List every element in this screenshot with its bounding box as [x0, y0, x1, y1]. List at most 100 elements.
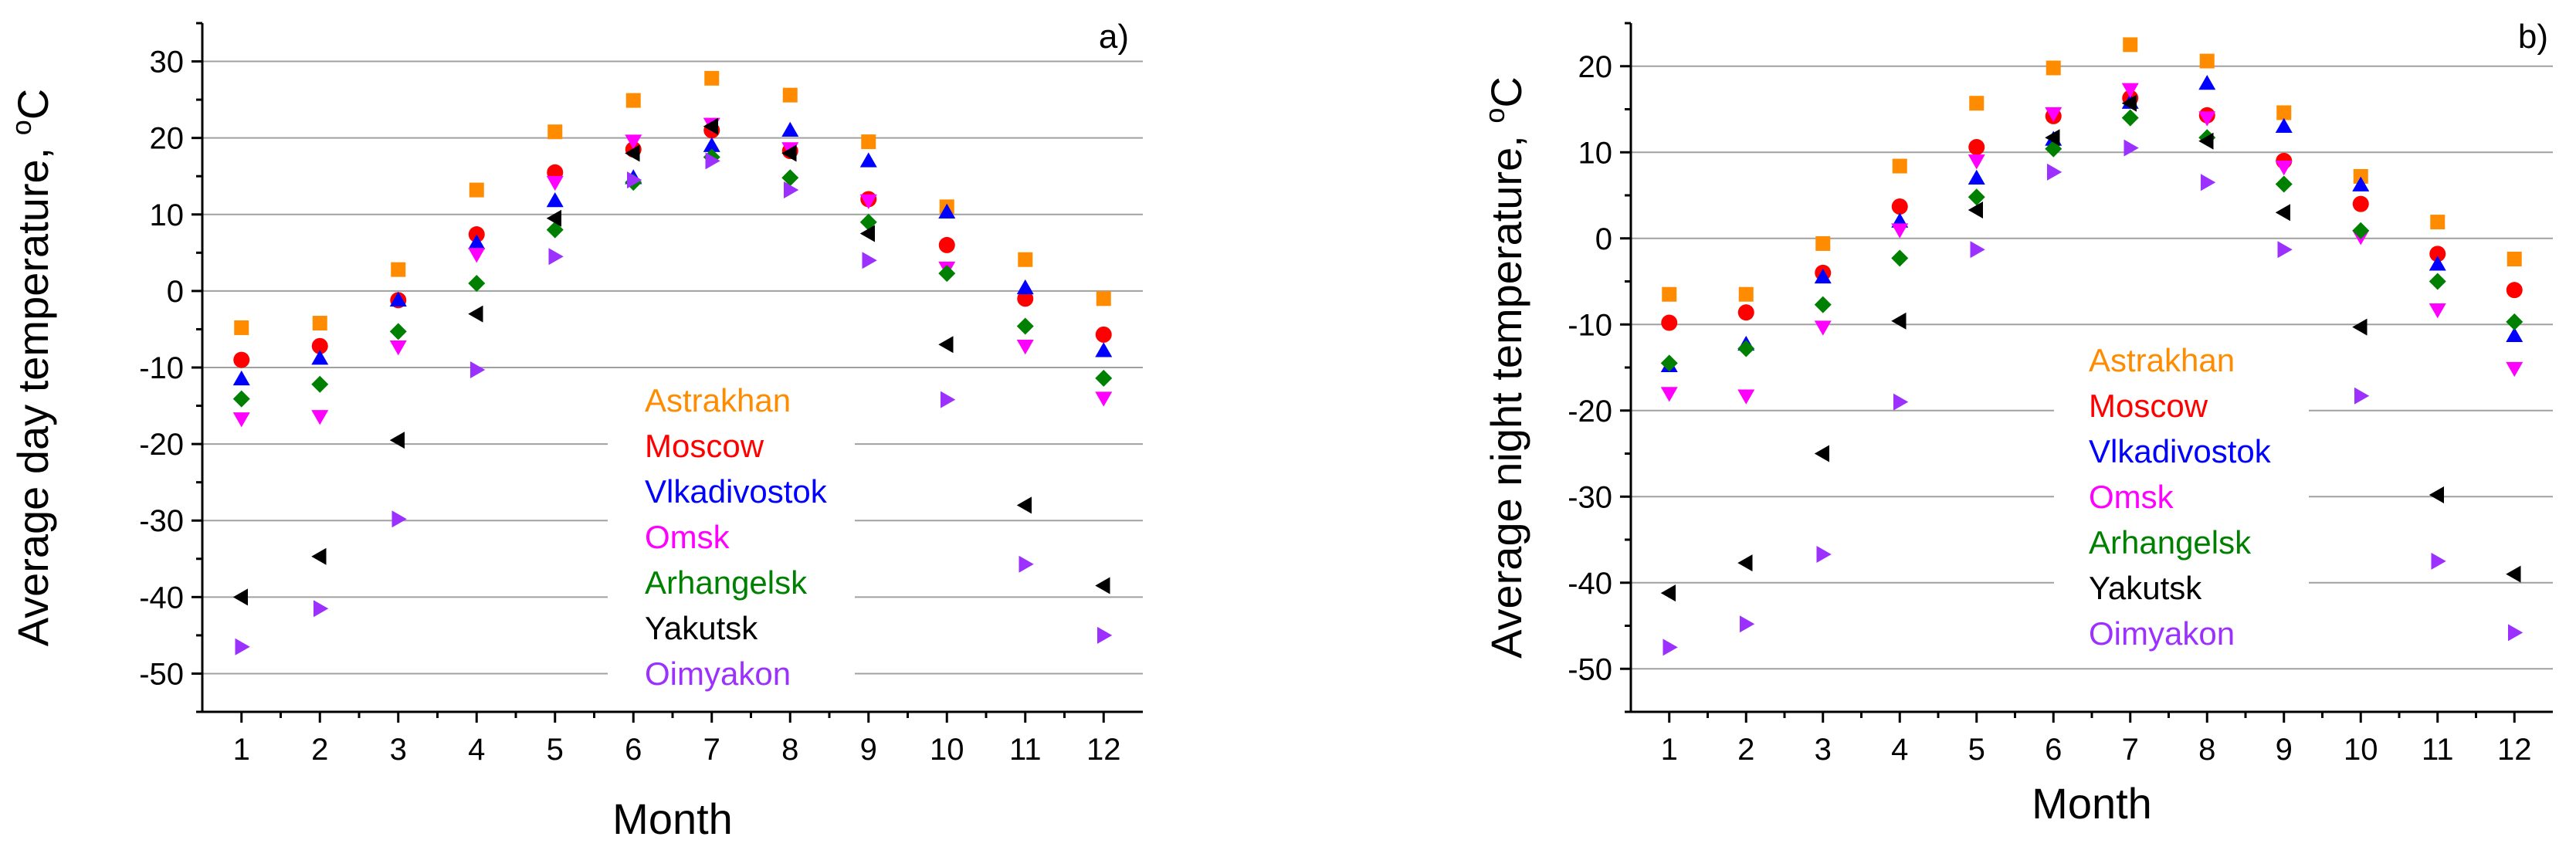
data-point: [1661, 314, 1678, 331]
data-point: [2198, 132, 2214, 150]
gridlines: [202, 60, 1143, 675]
data-point: [548, 248, 564, 266]
data-point: [2508, 624, 2523, 642]
data-point: [389, 432, 405, 449]
data-point: [468, 234, 486, 249]
legend-background: [608, 380, 855, 675]
x-tick-label: 9: [860, 733, 877, 767]
series-yakutsk: [1660, 94, 2521, 602]
data-point: [546, 191, 564, 208]
data-point: [2275, 175, 2293, 193]
y-tick-label: 20: [1578, 50, 1613, 84]
data-point: [2045, 129, 2060, 147]
data-point: [938, 203, 956, 219]
series-vlkadivostok: [1660, 75, 2523, 373]
legend-entry: Moscow: [645, 428, 764, 464]
y-tick-label: -50: [139, 657, 184, 691]
data-point: [1891, 249, 1909, 267]
data-point: [1814, 320, 1832, 336]
x-tick-label: 6: [625, 733, 642, 767]
x-tick-label: 7: [2122, 733, 2139, 767]
data-point: [1891, 223, 1909, 239]
data-point: [781, 169, 799, 187]
data-point: [389, 291, 407, 307]
legend-entry: Vlkadivostok: [645, 473, 828, 510]
data-point: [1814, 268, 1832, 284]
data-point: [1662, 286, 1677, 302]
legend-entry: Moscow: [2089, 388, 2208, 424]
data-point: [232, 390, 250, 408]
data-point: [627, 171, 642, 189]
data-point: [468, 274, 486, 292]
y-axis-label: Average day temperature, oC: [5, 89, 57, 647]
data-point: [1814, 296, 1832, 313]
data-point: [784, 181, 799, 199]
data-point: [235, 638, 250, 655]
data-point: [782, 87, 798, 103]
y-tick-label: -20: [1568, 395, 1612, 428]
legend-entry: Oimyakon: [2089, 615, 2235, 652]
x-tick-label: 9: [2276, 733, 2293, 767]
data-point: [2277, 241, 2293, 259]
data-point: [469, 182, 484, 198]
data-point: [2506, 361, 2523, 378]
x-tick-label: 11: [1009, 733, 1042, 767]
data-point: [2430, 215, 2446, 230]
data-point: [1016, 339, 1034, 355]
data-point: [2353, 168, 2368, 184]
data-point: [2275, 117, 2293, 134]
data-point: [2275, 204, 2290, 222]
data-point: [1738, 286, 1754, 302]
y-tick-label: -10: [1568, 308, 1612, 342]
data-point: [547, 124, 563, 140]
x-tick-label: 4: [1891, 733, 1908, 767]
data-point: [2276, 105, 2292, 120]
y-tick-label: -50: [1568, 652, 1612, 686]
data-point: [1660, 584, 1676, 602]
data-point: [2506, 327, 2523, 342]
data-point: [1096, 291, 1111, 307]
data-point: [625, 134, 642, 150]
data-point: [862, 252, 877, 269]
y-axis-label-unit-sup: o: [1479, 108, 1510, 124]
data-point: [2507, 252, 2522, 267]
legend-entry: Yakutsk: [645, 610, 758, 646]
data-point: [1018, 252, 1033, 267]
data-point: [2201, 174, 2216, 191]
data-point: [859, 152, 877, 168]
data-point: [1891, 198, 1908, 215]
series-arhangelsk: [1660, 109, 2523, 372]
data-point: [311, 337, 328, 354]
data-point: [389, 323, 407, 340]
y-axis-label-text: Average day temperature,: [8, 135, 57, 646]
data-point: [1968, 139, 1985, 156]
legend-entry: Omsk: [2089, 479, 2174, 515]
x-tick-label: 11: [2422, 733, 2454, 767]
gridlines: [1631, 65, 2553, 670]
x-tick-label: 5: [1968, 733, 1985, 767]
data-point: [704, 70, 720, 86]
data-point: [1660, 387, 1678, 402]
data-point: [2121, 83, 2139, 98]
y-tick-label: -30: [1568, 480, 1612, 514]
x-tick-label: 3: [390, 733, 407, 767]
data-point: [314, 600, 329, 618]
data-point: [859, 194, 877, 209]
legend-entry: Arhangelsk: [2089, 524, 2252, 561]
data-point: [2352, 176, 2370, 191]
data-point: [2429, 256, 2446, 271]
data-point: [232, 588, 248, 606]
data-point: [1893, 393, 1909, 411]
data-point: [703, 137, 720, 152]
x-tick-label: 2: [1737, 733, 1754, 767]
data-point: [1737, 340, 1755, 357]
data-point: [2352, 222, 2370, 239]
data-point: [1737, 389, 1755, 405]
data-point: [1016, 317, 1034, 335]
data-point: [941, 391, 956, 408]
x-tick-label: 5: [547, 733, 564, 767]
legend: Astrakhan Moscow Vlkadivostok Omsk Arhangels…: [2089, 342, 2272, 652]
x-tick-label: 12: [2497, 733, 2532, 767]
data-point: [1737, 304, 1754, 321]
